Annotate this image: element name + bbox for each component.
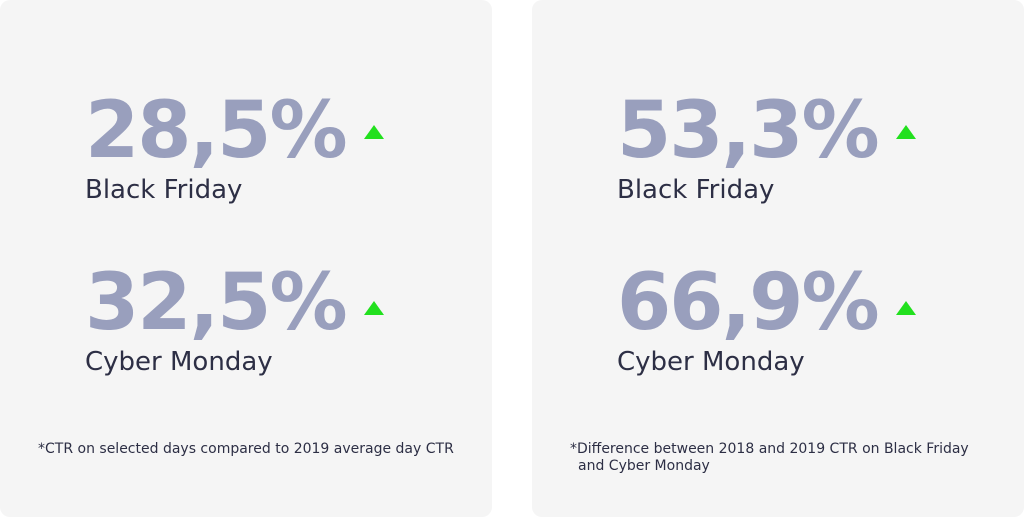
stat: 66,9% Cyber Monday bbox=[617, 258, 880, 378]
up-arrow bbox=[896, 125, 916, 139]
up-arrow bbox=[896, 301, 916, 315]
stat-label: Black Friday bbox=[617, 175, 775, 205]
stat-label: Black Friday bbox=[85, 175, 243, 205]
stat: 32,5% Cyber Monday bbox=[85, 258, 348, 378]
stat-label: Cyber Monday bbox=[85, 347, 273, 377]
stat-value: 32,5% bbox=[85, 258, 348, 348]
footnote: *CTR on selected days compared to 2019 a… bbox=[38, 441, 454, 458]
stat-value: 66,9% bbox=[617, 258, 880, 348]
stat-label: Cyber Monday bbox=[617, 347, 805, 377]
footnote-line: *Difference between 2018 and 2019 CTR on… bbox=[570, 441, 969, 457]
up-arrow bbox=[364, 301, 384, 315]
stat-value: 53,3% bbox=[617, 86, 880, 176]
footnote-line: *CTR on selected days compared to 2019 a… bbox=[38, 441, 454, 457]
stat: 28,5% Black Friday bbox=[85, 86, 348, 206]
up-arrow bbox=[364, 125, 384, 139]
stat-card: 53,3% Black Friday 66,9% Cyber Monday *D… bbox=[532, 0, 1024, 517]
stat: 53,3% Black Friday bbox=[617, 86, 880, 206]
stat-card: 28,5% Black Friday 32,5% Cyber Monday *C… bbox=[0, 0, 492, 517]
footnote: *Difference between 2018 and 2019 CTR on… bbox=[570, 441, 969, 475]
footnote-line: and Cyber Monday bbox=[578, 458, 710, 474]
stat-value: 28,5% bbox=[85, 86, 348, 176]
